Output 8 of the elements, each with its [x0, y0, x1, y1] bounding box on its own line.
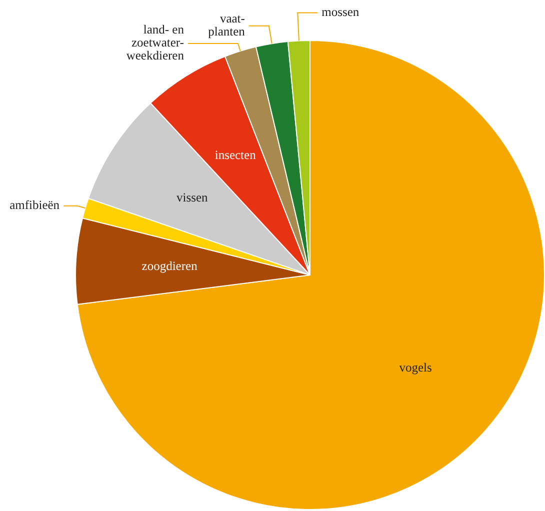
slice-label: amfibieën — [10, 198, 60, 212]
slice-label: vaat- planten — [208, 12, 246, 39]
slice-label: vogels — [399, 360, 432, 374]
slice-label: insecten — [214, 148, 257, 162]
slice-label: zoogdieren — [142, 258, 198, 273]
slice-label: land- en zoetwater- weekdieren — [126, 22, 185, 63]
slice-label: mossen — [322, 5, 360, 20]
slice-label: vissen — [176, 190, 209, 204]
